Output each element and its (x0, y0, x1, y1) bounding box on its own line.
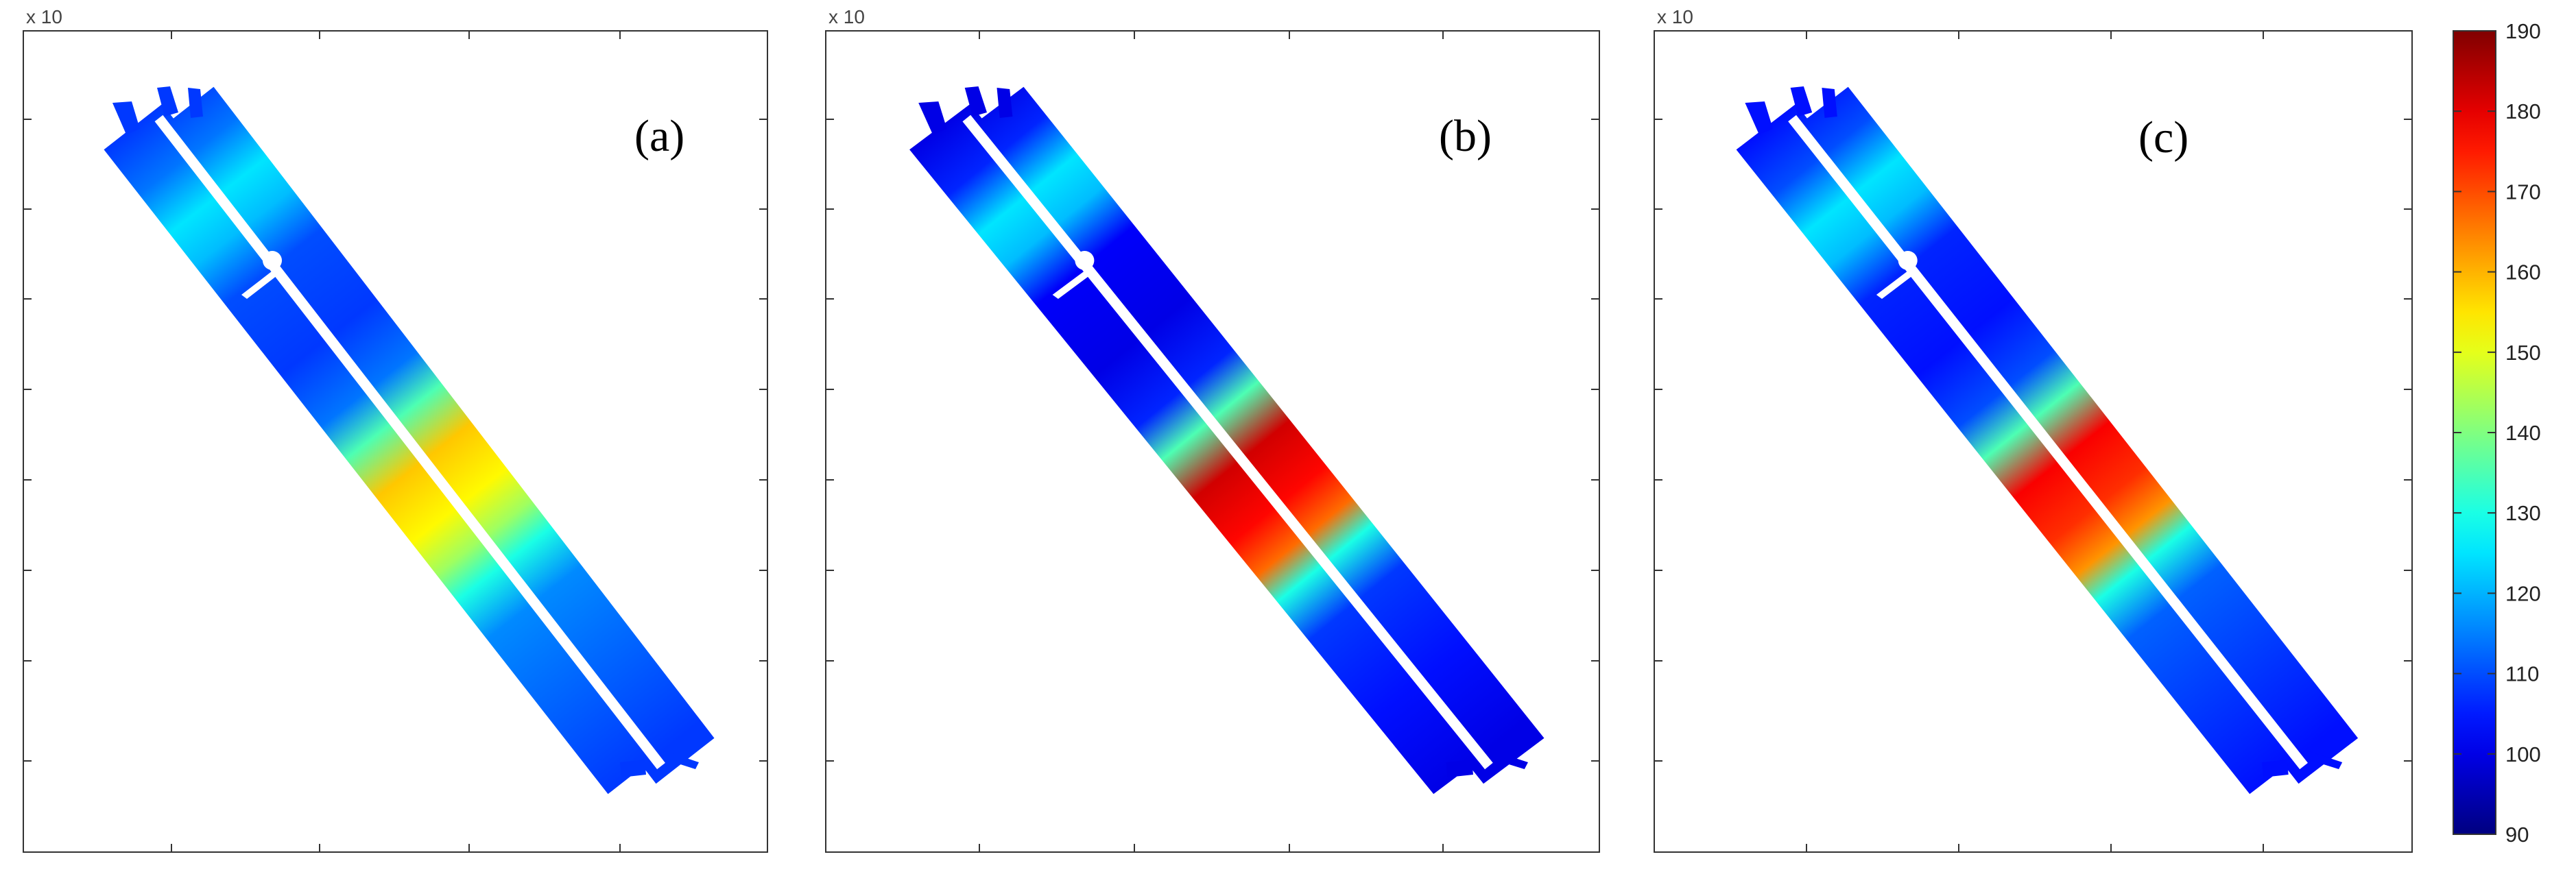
swath-end-notch (1745, 101, 1774, 134)
swath-end-notch (1488, 751, 1528, 769)
colorbar-tick-label: 130 (2505, 501, 2541, 525)
swath-end-notch (964, 86, 987, 117)
swath-group (104, 86, 715, 795)
swath-group (909, 86, 1545, 795)
swath-end-notch (157, 86, 178, 117)
swath-end-notch (112, 101, 140, 134)
panel-c: x 10 (c) (1654, 6, 2413, 853)
swath-end-notch (1446, 760, 1473, 777)
nadir-gap (154, 114, 665, 770)
survey-swath (104, 86, 715, 795)
colorbar-tick-label: 160 (2505, 260, 2541, 284)
swath-end-notch (661, 751, 699, 769)
gap-blob (1075, 251, 1095, 270)
axis-ticks (1654, 31, 2412, 852)
colorbar-tick-label: 140 (2505, 421, 2541, 445)
colorbar-tick-label: 190 (2505, 19, 2541, 43)
gap-spur (1052, 271, 1090, 299)
colorbar-tick-label: 150 (2505, 341, 2541, 365)
colorbar-ticks: 90 100 110 120 130 140 150 160 170 180 190 (2453, 19, 2541, 847)
panel-label: (a) (634, 111, 684, 161)
swath-group (1736, 86, 2359, 795)
swath-strip-right (1789, 86, 2359, 784)
panel-label: (b) (1439, 111, 1492, 161)
panel-label: (c) (2138, 112, 2189, 162)
axis-offset-label: x 10 (26, 6, 62, 27)
colorbar-tick-label: 90 (2505, 823, 2529, 847)
gap-spur (241, 271, 277, 299)
survey-swath (909, 86, 1545, 795)
panel-b: x 10 (b) (825, 6, 1600, 853)
axis-ticks (826, 31, 1599, 852)
swath-strip-left (104, 104, 667, 795)
colorbar-tick-label: 110 (2505, 662, 2539, 686)
swath-strip-left (909, 104, 1494, 795)
swath-end-notch (2262, 760, 2289, 777)
colorbar-tick-label: 120 (2505, 581, 2541, 605)
swath-end-notch (1790, 86, 1813, 117)
swath-end-notch (2304, 751, 2343, 769)
swath-strip-right (155, 86, 715, 784)
gap-blob (1898, 251, 1918, 270)
axis-offset-label: x 10 (828, 6, 865, 27)
colorbar-tick-label: 180 (2505, 99, 2541, 123)
swath-end-notch (997, 88, 1013, 118)
swath-end-notch (1822, 88, 1837, 118)
colorbar-tick-label: 100 (2505, 742, 2541, 766)
gap-spur (1876, 271, 1913, 299)
survey-swath (1736, 86, 2359, 795)
swath-strip-right (963, 86, 1545, 784)
colorbar: 90 100 110 120 130 140 150 160 170 180 190 (2453, 19, 2541, 847)
nadir-gap (1788, 114, 2308, 770)
swath-strip-left (1736, 104, 2309, 795)
swath-end-notch (188, 88, 203, 118)
nadir-gap (962, 114, 1493, 770)
gap-blob (263, 251, 282, 270)
panel-a: x 10 (a) (23, 6, 768, 853)
swath-end-notch (918, 101, 947, 134)
axis-ticks (23, 31, 767, 852)
axis-offset-label: x 10 (1657, 6, 1693, 27)
colorbar-tick-label: 170 (2505, 180, 2541, 204)
swath-end-notch (620, 760, 646, 777)
